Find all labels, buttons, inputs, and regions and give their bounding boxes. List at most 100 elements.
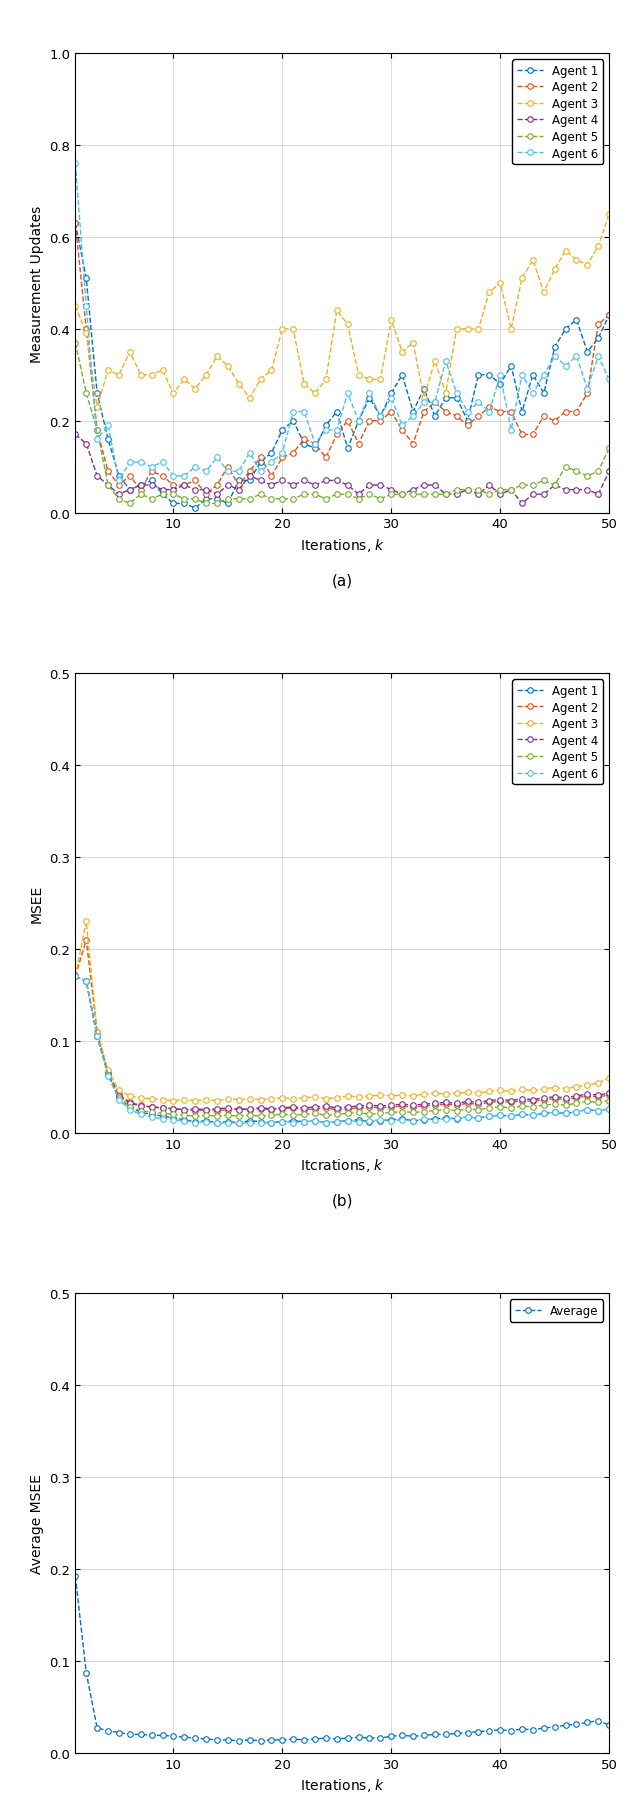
Average [180,1726,188,1747]
Average [475,1720,482,1742]
Agent 6 [605,369,613,390]
Agent 2 [257,1099,264,1120]
Agent 4 [333,1097,340,1119]
Agent 5 [192,1106,199,1128]
Agent 3 [235,1090,242,1111]
Agent 5 [475,479,482,501]
Agent 5 [551,475,558,497]
Agent 3 [507,318,515,340]
Agent 3 [442,1084,450,1106]
Agent 1 [529,365,537,387]
Agent 2 [540,407,548,428]
Agent 5 [355,1102,362,1124]
Agent 3 [104,360,112,381]
Agent 2 [214,475,221,497]
Agent 4 [170,479,177,501]
Agent 2 [398,419,406,441]
Agent 3 [268,1088,275,1109]
Agent 4 [202,479,210,501]
Agent 2 [268,1099,275,1120]
Agent 5 [442,484,450,506]
Agent 2 [540,1090,548,1111]
Y-axis label: Average MSEE: Average MSEE [30,1473,44,1574]
Average [605,1715,613,1737]
Agent 2 [507,401,515,423]
Average [214,1729,221,1751]
Agent 6 [82,296,90,318]
Agent 2 [94,419,101,441]
Average [485,1720,493,1742]
Text: (a): (a) [332,573,353,587]
Agent 3 [497,273,504,295]
Agent 3 [344,314,352,336]
Agent 4 [159,1097,166,1119]
Agent 1 [420,378,428,399]
Agent 1 [583,342,591,363]
Agent 1 [518,401,526,423]
Agent 2 [420,1095,428,1117]
Average [300,1729,308,1751]
Agent 6 [420,392,428,414]
Agent 3 [126,1086,134,1108]
Agent 3 [420,1084,428,1106]
Agent 2 [529,1091,537,1113]
Agent 1 [104,1063,112,1084]
Agent 2 [583,383,591,405]
Agent 2 [126,466,134,488]
Agent 2 [192,1100,199,1122]
Agent 1 [409,1109,417,1131]
Agent 4 [126,1093,134,1115]
Agent 4 [290,1097,297,1119]
Agent 5 [583,466,591,488]
Agent 6 [126,1099,134,1120]
Agent 6 [453,1108,460,1129]
Agent 5 [507,1097,515,1119]
Agent 3 [365,369,373,390]
Agent 5 [159,484,166,506]
Agent 5 [463,1099,471,1120]
Legend: Agent 1, Agent 2, Agent 3, Agent 4, Agent 5, Agent 6: Agent 1, Agent 2, Agent 3, Agent 4, Agen… [512,679,604,784]
Agent 6 [94,428,101,450]
Agent 4 [485,1090,493,1111]
Agent 3 [290,318,297,340]
Agent 3 [279,318,286,340]
Agent 6 [94,1026,101,1048]
Agent 4 [463,1091,471,1113]
Agent 3 [442,383,450,405]
Agent 5 [279,1104,286,1126]
Agent 3 [246,389,254,410]
Agent 2 [485,1091,493,1113]
Agent 3 [268,360,275,381]
Line: Agent 4: Agent 4 [73,974,612,1113]
Agent 1 [398,1108,406,1129]
Agent 3 [344,1086,352,1108]
Agent 6 [431,1109,438,1131]
Average [463,1722,471,1744]
Agent 2 [551,1088,558,1109]
Agent 6 [279,1111,286,1133]
Agent 3 [311,383,319,405]
Agent 6 [518,1104,526,1126]
Average [126,1724,134,1746]
Agent 4 [322,1095,330,1117]
Agent 1 [257,452,264,473]
Agent 1 [431,407,438,428]
Agent 3 [562,1079,570,1100]
Agent 3 [300,374,308,396]
Line: Agent 1: Agent 1 [73,974,612,1126]
Agent 5 [311,1102,319,1124]
Agent 1 [180,1109,188,1131]
Agent 1 [463,1106,471,1128]
Agent 2 [518,425,526,446]
Agent 3 [104,1059,112,1081]
Agent 1 [82,970,90,992]
Agent 4 [268,1099,275,1120]
Agent 1 [170,493,177,515]
Agent 4 [420,1093,428,1115]
Agent 6 [333,419,340,441]
Agent 3 [322,1088,330,1109]
Agent 5 [72,332,79,354]
Agent 2 [159,466,166,488]
Agent 4 [595,1084,602,1106]
Agent 1 [497,374,504,396]
